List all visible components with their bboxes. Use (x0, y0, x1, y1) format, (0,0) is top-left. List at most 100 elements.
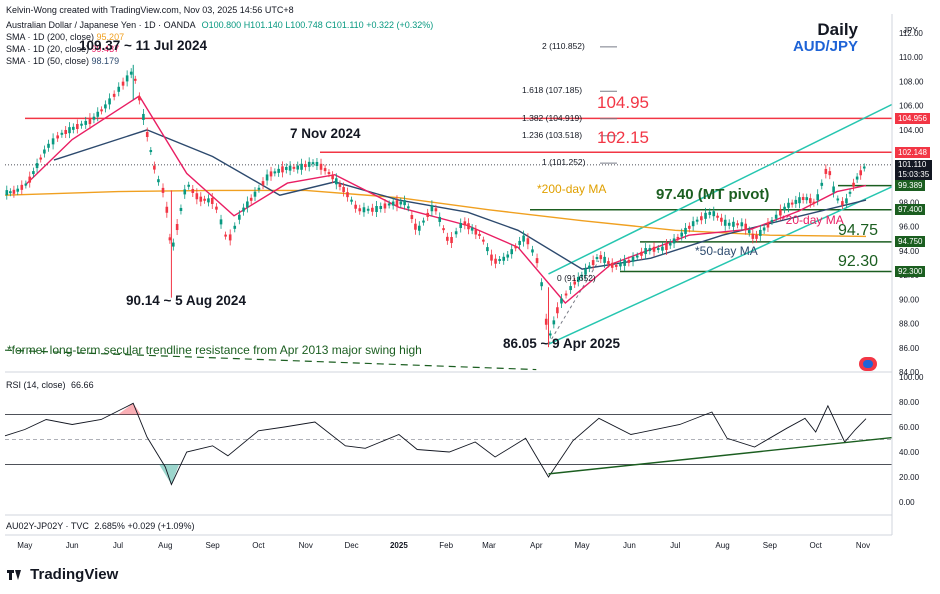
candle-body (614, 264, 618, 267)
rsi-oversold-fill (159, 464, 180, 485)
candle-body (191, 188, 195, 193)
price-tick-label: 84.00 (899, 368, 920, 377)
tv-logo-icon (7, 570, 21, 581)
candle-body (716, 215, 719, 218)
currency-label: JPY (903, 26, 918, 35)
candle-body (215, 206, 218, 210)
time-tick-label: Mar (482, 541, 496, 550)
annotation-pivot: 97.40 (MT pivot) (656, 186, 770, 203)
candle-body (92, 116, 96, 120)
candle-body (307, 161, 311, 167)
candle-body (246, 201, 249, 208)
candle-body (450, 237, 453, 244)
tvc-label: AU02Y-JP02Y · TVC (6, 521, 89, 531)
tvc-legend[interactable]: AU02Y-JP02Y · TVC 2.685% +0.029 (+1.09%) (6, 520, 195, 532)
time-tick-label: Nov (299, 541, 313, 550)
price-tick-label: 90.00 (899, 295, 920, 304)
candle-body (366, 208, 370, 211)
candle-body (695, 219, 699, 222)
legend-sma20[interactable]: SMA · 1D (20, close) 99.437 (6, 43, 119, 55)
time-tick-label: Nov (856, 541, 870, 550)
time-tick-label: May (575, 541, 590, 550)
candle-body (430, 205, 434, 212)
candle-body (64, 129, 67, 134)
time-tick-label: Feb (439, 541, 453, 550)
legend-symbol-line[interactable]: Australian Dollar / Japanese Yen · 1D · … (6, 19, 433, 31)
time-tick-label: Sep (763, 541, 778, 550)
tradingview-logo[interactable]: TradingView (7, 566, 118, 583)
candle-body (35, 163, 39, 169)
time-tick-label: Jun (623, 541, 636, 550)
candle-body (474, 229, 478, 235)
time-tick-label: Dec (344, 541, 358, 550)
candle-body (5, 190, 9, 196)
candle-body (265, 174, 269, 181)
time-tick-label: Aug (715, 541, 729, 550)
candle-body (599, 255, 603, 260)
candle-body (51, 138, 55, 145)
candle-body (100, 109, 103, 112)
rsi-line (4, 402, 867, 486)
candle-body (121, 81, 125, 86)
candle-body (467, 223, 470, 230)
time-tick-label: May (17, 541, 32, 550)
candle-body (744, 223, 747, 230)
annotation-ma50: *50-day MA (695, 244, 758, 258)
candle-body (28, 176, 32, 183)
ohlc-low: L100.748 (285, 20, 323, 30)
candle-body (755, 234, 758, 239)
candle-body (809, 198, 812, 204)
fib-label: 1.382 (104.919) (522, 112, 583, 123)
tradingview-brand: TradingView (30, 566, 119, 583)
candle-body (635, 255, 639, 258)
candle-body (684, 227, 687, 234)
candle-body (661, 246, 664, 251)
candle-body (96, 111, 100, 117)
candle-body (418, 225, 421, 231)
candle-body (820, 182, 824, 186)
rsi-tick-label: 100.00 (899, 373, 924, 382)
candle-body (187, 184, 191, 187)
tag-97-400: 97.400 (895, 204, 926, 216)
rsi-tick-label: 0.00 (899, 498, 915, 507)
candle-body (228, 234, 232, 241)
candle-body (157, 179, 160, 183)
candle-body (219, 219, 223, 225)
candle-body (292, 166, 296, 169)
candle-body (691, 221, 695, 227)
candle-body (125, 75, 129, 82)
candle-body (304, 164, 307, 168)
ohlc-change: +0.322 (+0.32%) (366, 20, 434, 30)
candle-body (422, 220, 425, 223)
ma-sma-200 (4, 189, 867, 238)
flag-icon[interactable] (859, 357, 877, 371)
timeframe-label: Daily (817, 20, 858, 39)
legend-sma50[interactable]: SMA · 1D (50, close) 98.179 (6, 55, 119, 67)
sma20-value: 99.437 (91, 44, 120, 54)
candle-body (399, 201, 403, 205)
candle-body (862, 166, 866, 169)
candle-body (354, 204, 357, 209)
candle-body (133, 78, 137, 81)
candle-body (203, 198, 206, 201)
candle-body (502, 256, 506, 261)
candle-body (350, 199, 353, 202)
candle-body (60, 132, 64, 135)
legend-sma200[interactable]: SMA · 1D (200, close) 95.207 (6, 31, 124, 43)
tag-102-148: 102.148 (895, 146, 930, 158)
rsi-label: RSI (14, close) (6, 380, 66, 390)
candle-body (836, 198, 840, 201)
sma200-label: SMA · 1D (200, close) (6, 32, 95, 42)
time-tick-label: Oct (252, 541, 265, 550)
fib-label: 2 (110.852) (542, 40, 585, 51)
candle-body (414, 223, 417, 230)
candle-body (486, 247, 489, 252)
candle-body (195, 193, 199, 200)
time-tick-label: Apr (530, 541, 543, 550)
fib-label: 1.236 (103.518) (522, 129, 583, 140)
rsi-legend[interactable]: RSI (14, close) 66.66 (6, 379, 94, 391)
candle-body (770, 219, 774, 222)
candle-body (576, 276, 580, 282)
candle-body (564, 293, 568, 296)
